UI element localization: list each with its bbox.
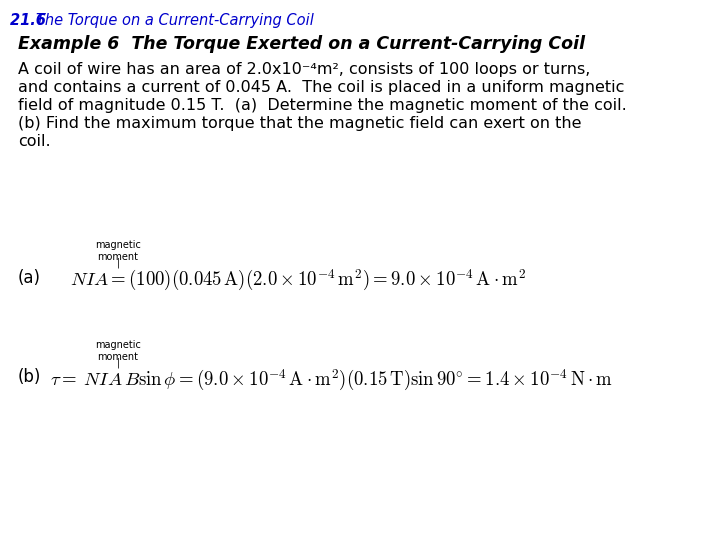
Text: field of magnitude 0.15 T.  (a)  Determine the magnetic moment of the coil.: field of magnitude 0.15 T. (a) Determine… bbox=[18, 98, 626, 113]
Text: (a): (a) bbox=[18, 269, 41, 287]
Text: (b) Find the maximum torque that the magnetic field can exert on the: (b) Find the maximum torque that the mag… bbox=[18, 116, 582, 131]
Text: (b): (b) bbox=[18, 368, 41, 386]
Text: |: | bbox=[117, 358, 120, 368]
Text: A coil of wire has an area of 2.0x10⁻⁴m², consists of 100 loops or turns,: A coil of wire has an area of 2.0x10⁻⁴m²… bbox=[18, 62, 590, 77]
Text: The Torque on a Current-Carrying Coil: The Torque on a Current-Carrying Coil bbox=[36, 13, 314, 28]
Text: coil.: coil. bbox=[18, 134, 50, 149]
Text: magnetic
moment: magnetic moment bbox=[95, 340, 141, 362]
Text: and contains a current of 0.045 A.  The coil is placed in a uniform magnetic: and contains a current of 0.045 A. The c… bbox=[18, 80, 624, 95]
Text: $NIA = (100)(0.045\,\mathrm{A})(2.0\times10^{-4}\,\mathrm{m}^{2}) = 9.0\times10^: $NIA = (100)(0.045\,\mathrm{A})(2.0\time… bbox=[70, 268, 526, 293]
Text: magnetic
moment: magnetic moment bbox=[95, 240, 141, 262]
Text: |: | bbox=[117, 258, 120, 268]
Text: 21.6: 21.6 bbox=[10, 13, 51, 28]
Text: Example 6  The Torque Exerted on a Current-Carrying Coil: Example 6 The Torque Exerted on a Curren… bbox=[18, 35, 585, 53]
Text: $\tau =\; NIA\,B\sin\phi = (9.0\times10^{-4}\,\mathrm{A\cdot m}^{2})(0.15\,\math: $\tau =\; NIA\,B\sin\phi = (9.0\times10^… bbox=[50, 368, 613, 393]
